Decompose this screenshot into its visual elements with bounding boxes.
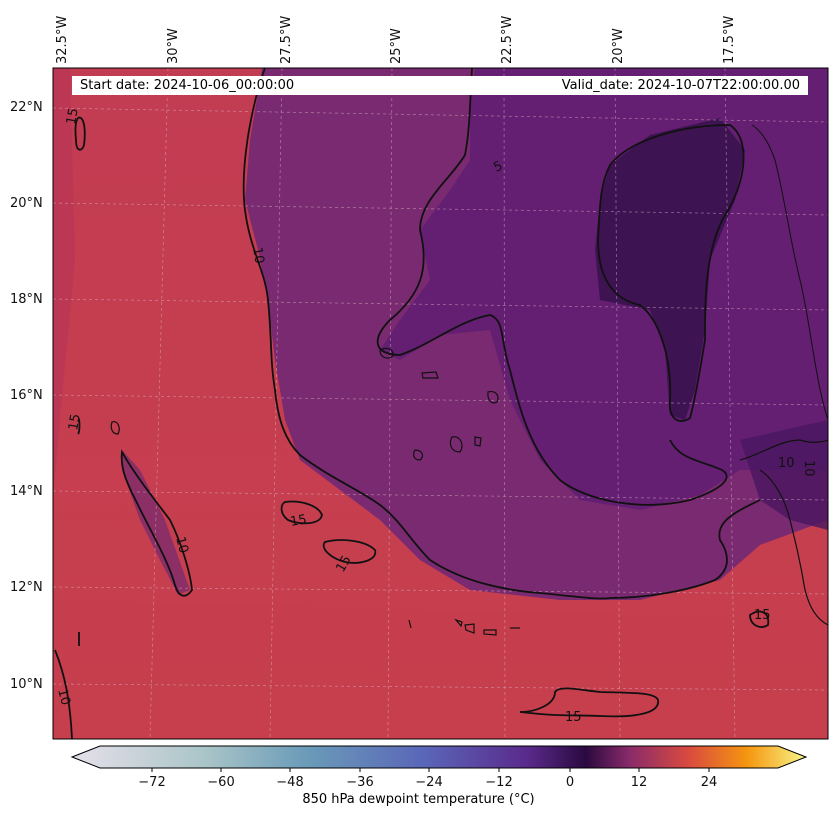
colorbar-tick: −12 <box>485 775 512 790</box>
dewpoint-field <box>53 68 828 739</box>
colorbar-tick: 0 <box>566 775 574 790</box>
map-frame <box>52 67 829 740</box>
lon-label: 30°W <box>166 28 181 64</box>
colorbar-tick: 24 <box>701 775 718 790</box>
lat-label: 10°N <box>10 677 43 692</box>
contour-label: 10 <box>778 456 795 471</box>
colorbar-tick: 12 <box>631 775 648 790</box>
contour-label: 10 <box>249 246 267 265</box>
colorbar-tick: −36 <box>346 775 373 790</box>
contour-lines <box>54 68 828 739</box>
longitude-labels: 32.5°W 30°W 27.5°W 25°W 22.5°W 20°W 17.5… <box>55 16 737 64</box>
valid-date: Valid_date: 2024-10-07T22:00:00.00 <box>561 78 800 93</box>
colorbar-ticks: −72 −60 −48 −36 −24 −12 0 12 24 <box>138 775 717 790</box>
graticule <box>53 68 828 739</box>
lat-label: 18°N <box>10 292 43 307</box>
lat-label: 22°N <box>10 100 43 115</box>
contour-label: 15 <box>565 710 582 725</box>
contour-label: 10 <box>801 460 816 477</box>
colorbar: −72 −60 −48 −36 −24 −12 0 12 24 <box>70 745 808 790</box>
contour-label-group: 5 10 10 10 10 10 15 15 15 15 15 15 <box>54 107 816 725</box>
contour-label: 10 <box>54 687 73 707</box>
colorbar-tick: −60 <box>207 775 234 790</box>
lon-label: 17.5°W <box>722 16 737 64</box>
colorbar-label: 850 hPa dewpoint temperature (°C) <box>302 792 535 807</box>
date-header: Start date: 2024-10-06_00:00:00 Valid_da… <box>72 76 808 95</box>
colorbar-tick: −24 <box>415 775 442 790</box>
contour-label: 15 <box>289 512 308 530</box>
lon-label: 25°W <box>389 28 404 64</box>
contour-label: 15 <box>333 553 354 575</box>
lat-label: 20°N <box>10 196 43 211</box>
contour-label: 15 <box>754 608 771 623</box>
lon-label: 20°W <box>611 28 626 64</box>
lat-label: 12°N <box>10 580 43 595</box>
contour-label: 15 <box>66 413 84 432</box>
lat-label: 14°N <box>10 484 43 499</box>
colorbar-tick: −72 <box>138 775 165 790</box>
lat-label: 16°N <box>10 388 43 403</box>
lon-label: 22.5°W <box>500 16 515 64</box>
colorbar-tick: −48 <box>276 775 303 790</box>
contour-label: 15 <box>64 107 82 126</box>
lon-label: 27.5°W <box>279 16 294 64</box>
contour-label: 10 <box>172 535 191 555</box>
lon-label: 32.5°W <box>55 16 70 64</box>
start-date: Start date: 2024-10-06_00:00:00 <box>80 78 295 93</box>
latitude-labels: 22°N 20°N 18°N 16°N 14°N 12°N 10°N <box>10 100 43 692</box>
